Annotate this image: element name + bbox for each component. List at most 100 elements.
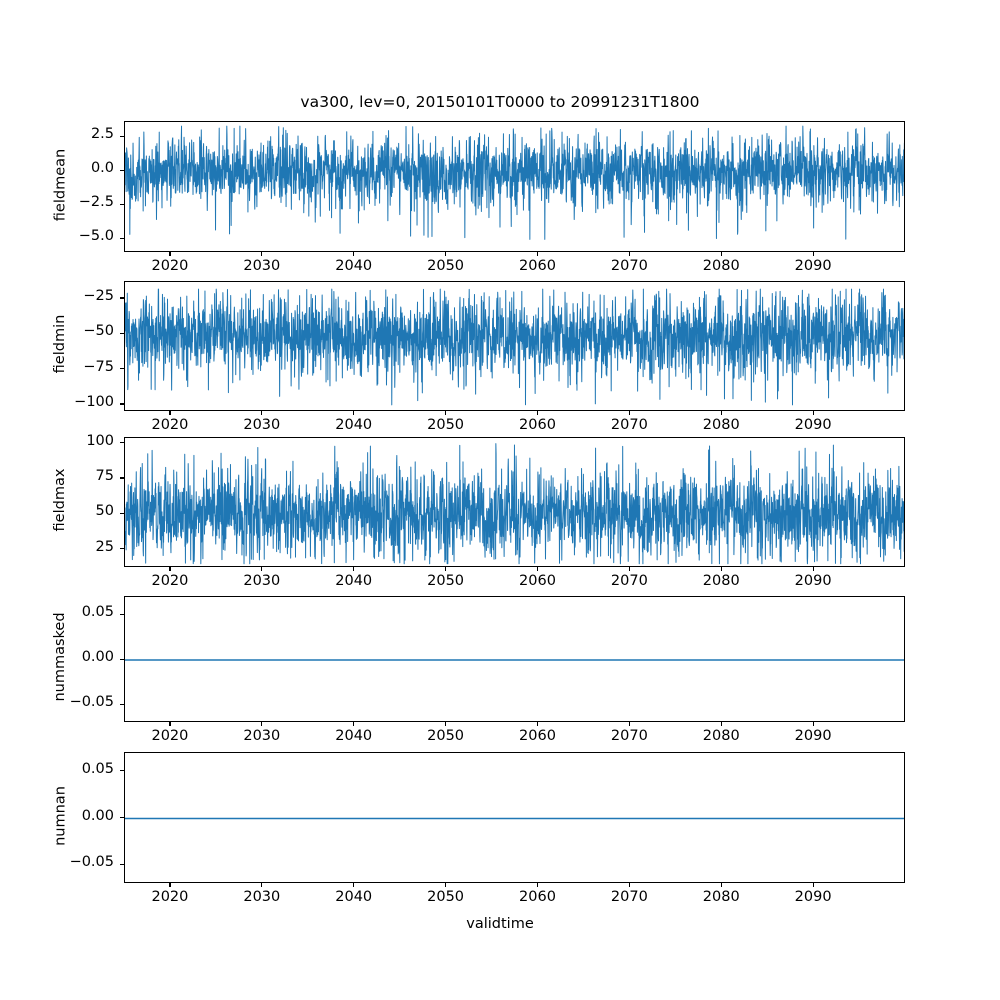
y-tick-label: 0.00	[81, 649, 114, 665]
x-tick-mark	[445, 252, 447, 256]
x-tick-mark	[445, 722, 447, 726]
x-tick-label: 2060	[519, 889, 556, 905]
x-tick-label: 2040	[335, 728, 373, 744]
x-tick-label: 2060	[519, 573, 556, 589]
x-tick-label: 2040	[335, 889, 373, 905]
x-tick-mark	[261, 252, 263, 256]
series-canvas-fieldmax	[125, 438, 904, 566]
x-tick-label: 2020	[151, 728, 189, 744]
y-tick-mark	[120, 203, 124, 205]
x-tick-mark	[169, 567, 171, 571]
y-tick-mark	[120, 332, 124, 334]
x-tick-mark	[261, 567, 263, 571]
y-tick-mark	[120, 442, 124, 444]
x-tick-label: 2070	[610, 889, 648, 905]
y-tick-label: 2.5	[90, 126, 114, 142]
x-tick-mark	[720, 567, 722, 571]
x-tick-label: 2090	[794, 889, 832, 905]
x-tick-label: 2080	[702, 258, 740, 274]
x-tick-label: 2050	[427, 417, 465, 433]
y-tick-label: −2.5	[78, 194, 114, 211]
x-tick-mark	[720, 883, 722, 887]
y-tick-mark	[120, 403, 124, 405]
y-tick-label: −5.0	[78, 228, 114, 245]
plot-area-nummasked	[124, 596, 905, 722]
y-tick-label: −0.05	[69, 694, 114, 710]
x-tick-mark	[445, 567, 447, 571]
x-tick-mark	[445, 411, 447, 415]
x-tick-mark	[812, 411, 814, 415]
x-tick-label: 2050	[427, 258, 465, 274]
x-tick-label: 2060	[519, 258, 556, 274]
x-tick-mark	[169, 722, 171, 726]
x-tick-mark	[628, 411, 630, 415]
x-tick-label: 2090	[794, 417, 832, 433]
plot-area-numnan	[124, 752, 905, 883]
x-tick-mark	[353, 411, 355, 415]
x-tick-mark	[628, 567, 630, 571]
x-tick-label: 2030	[243, 417, 281, 433]
x-axis-label: validtime	[466, 916, 534, 932]
plot-area-fieldmax	[124, 437, 905, 567]
x-tick-mark	[169, 252, 171, 256]
x-tick-mark	[353, 722, 355, 726]
x-tick-label: 2050	[427, 573, 465, 589]
x-tick-label: 2080	[702, 417, 740, 433]
y-tick-label: 0.00	[81, 807, 114, 824]
x-tick-label: 2070	[610, 728, 648, 744]
subplot-fieldmax	[124, 437, 905, 567]
x-tick-label: 2080	[702, 889, 740, 905]
x-tick-label: 2020	[151, 889, 189, 905]
subplot-fieldmin	[124, 281, 905, 411]
series-canvas-fieldmean	[125, 122, 904, 251]
x-tick-mark	[812, 567, 814, 571]
subplot-nummasked	[124, 596, 905, 722]
y-tick-label: 75	[95, 467, 114, 484]
y-tick-label: −100	[74, 393, 114, 410]
x-tick-label: 2030	[243, 258, 281, 274]
y-tick-mark	[120, 135, 124, 137]
x-tick-mark	[628, 883, 630, 887]
x-tick-mark	[536, 883, 539, 887]
x-tick-label: 2050	[427, 889, 465, 905]
y-tick-mark	[120, 658, 124, 660]
x-tick-label: 2090	[794, 573, 832, 589]
x-tick-mark	[261, 883, 263, 887]
x-tick-mark	[261, 411, 263, 415]
y-tick-mark	[120, 477, 124, 479]
x-tick-mark	[445, 883, 447, 887]
x-tick-label: 2070	[610, 258, 648, 274]
x-tick-label: 2060	[519, 728, 556, 744]
y-tick-mark	[120, 863, 124, 865]
y-tick-mark	[120, 169, 124, 171]
series-canvas-nummasked	[125, 597, 904, 721]
plot-area-fieldmean	[124, 121, 905, 252]
x-tick-mark	[720, 252, 722, 256]
y-tick-mark	[120, 512, 124, 514]
y-tick-mark	[120, 817, 124, 819]
y-tick-mark	[120, 297, 124, 299]
y-tick-mark	[120, 237, 124, 239]
x-tick-label: 2050	[427, 728, 465, 744]
x-tick-mark	[628, 722, 630, 726]
x-tick-mark	[536, 252, 539, 256]
x-tick-label: 2030	[243, 889, 281, 905]
x-tick-mark	[720, 411, 722, 415]
x-tick-label: 2080	[702, 728, 740, 744]
y-tick-mark	[120, 770, 124, 772]
x-tick-label: 2060	[519, 417, 556, 433]
x-tick-label: 2090	[794, 728, 832, 744]
x-tick-label: 2070	[610, 573, 648, 589]
y-tick-label: 0.0	[90, 160, 114, 177]
x-tick-mark	[720, 722, 722, 726]
x-tick-mark	[628, 252, 630, 256]
x-tick-mark	[812, 722, 814, 726]
x-tick-label: 2030	[243, 573, 281, 589]
x-tick-mark	[536, 722, 539, 726]
x-tick-label: 2020	[151, 573, 189, 589]
x-tick-mark	[353, 252, 355, 256]
x-tick-label: 2020	[151, 417, 189, 433]
y-tick-mark	[120, 548, 124, 550]
y-tick-mark	[120, 368, 124, 370]
subplot-numnan	[124, 752, 905, 883]
